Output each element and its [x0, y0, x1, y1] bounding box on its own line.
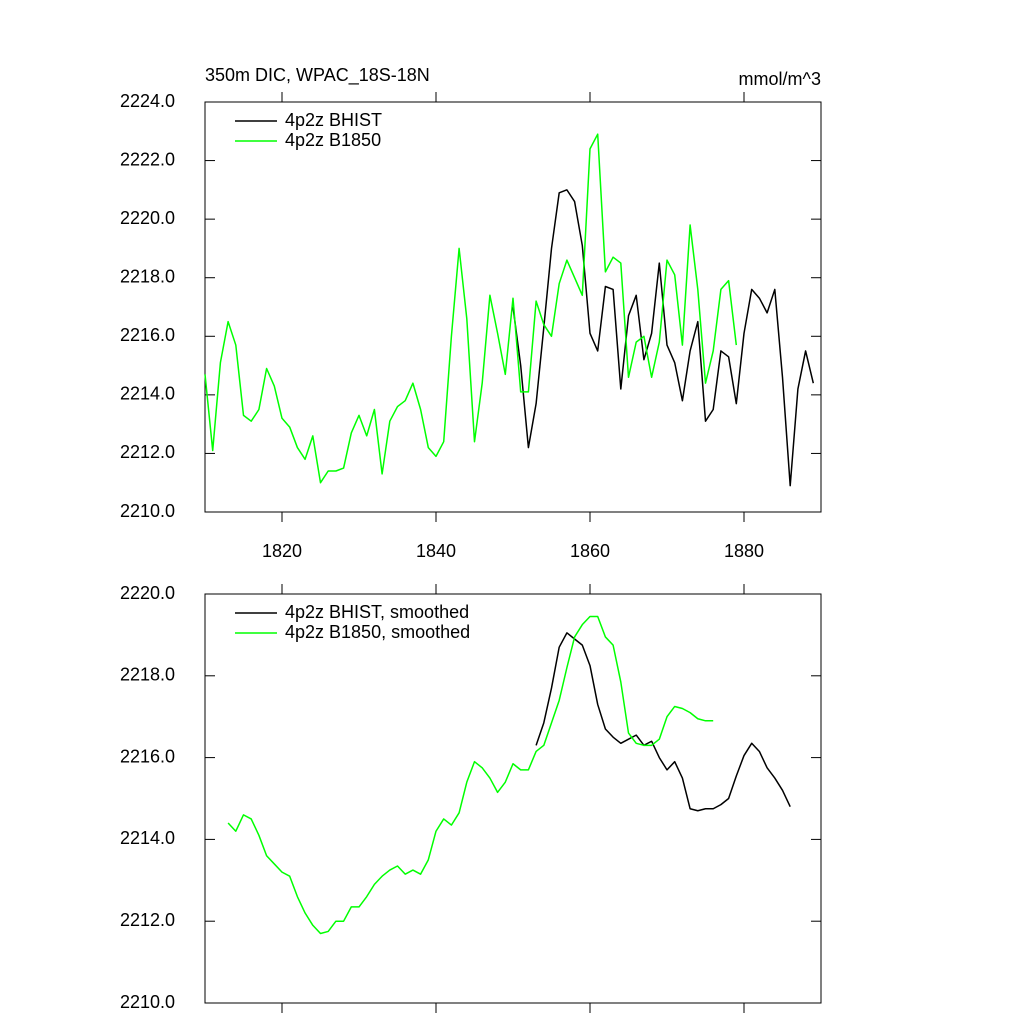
- x-tick-label: 1840: [416, 541, 456, 561]
- legend-label: 4p2z B1850, smoothed: [285, 622, 470, 642]
- legend-label: 4p2z B1850: [285, 130, 381, 150]
- legend-label: 4p2z BHIST, smoothed: [285, 602, 469, 622]
- plot-frame: [204, 593, 822, 1004]
- y-tick-label: 2212.0: [120, 910, 175, 930]
- y-tick-label: 2210.0: [120, 501, 175, 521]
- legend-label: 4p2z BHIST: [285, 110, 382, 130]
- y-tick-label: 2218.0: [120, 665, 175, 685]
- series-line: [512, 189, 815, 487]
- series-line: [535, 632, 791, 812]
- series-line: [227, 615, 714, 935]
- y-tick-label: 2216.0: [120, 325, 175, 345]
- plot-frame: [204, 101, 822, 513]
- series-line: [204, 133, 738, 484]
- y-tick-label: 2210.0: [120, 992, 175, 1012]
- y-tick-label: 2220.0: [120, 208, 175, 228]
- x-tick-label: 1820: [262, 541, 302, 561]
- y-tick-label: 2212.0: [120, 442, 175, 462]
- units-label: mmol/m^3: [739, 69, 821, 89]
- y-tick-label: 2220.0: [120, 583, 175, 603]
- y-tick-label: 2214.0: [120, 828, 175, 848]
- y-tick-label: 2214.0: [120, 384, 175, 404]
- chart-title: 350m DIC, WPAC_18S-18N: [205, 65, 430, 86]
- y-tick-label: 2216.0: [120, 746, 175, 766]
- y-tick-label: 2218.0: [120, 266, 175, 286]
- x-tick-label: 1880: [724, 541, 764, 561]
- y-tick-label: 2222.0: [120, 149, 175, 169]
- x-tick-label: 1860: [570, 541, 610, 561]
- y-tick-label: 2224.0: [120, 91, 175, 111]
